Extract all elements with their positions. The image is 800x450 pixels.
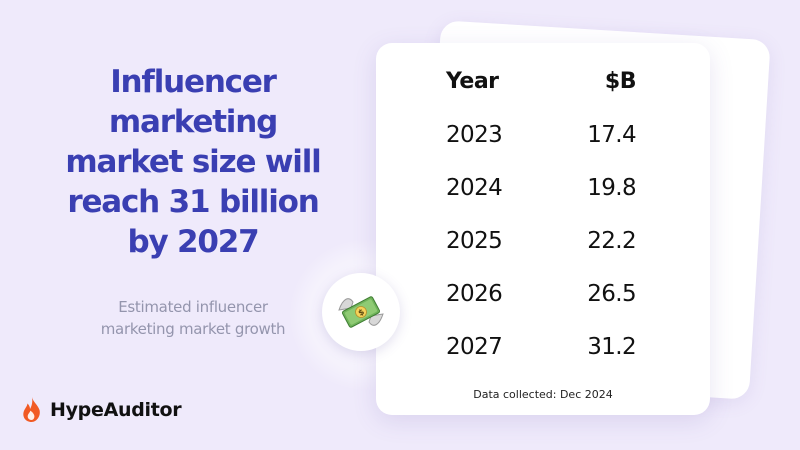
- brand-logo: HypeAuditor: [20, 396, 182, 424]
- row-value: 26.5: [587, 281, 636, 307]
- money-badge: $: [322, 273, 400, 351]
- money-with-wings-icon: $: [338, 296, 384, 328]
- row-year: 2026: [446, 281, 503, 307]
- headline: Influencer marketing market size will re…: [65, 64, 321, 260]
- table-row: 2024 19.8: [376, 175, 710, 205]
- row-year: 2027: [446, 334, 503, 360]
- brand-name: HypeAuditor: [50, 399, 182, 421]
- row-value: 31.2: [587, 334, 636, 360]
- svg-text:$: $: [357, 307, 367, 318]
- table-row: 2026 26.5: [376, 281, 710, 311]
- row-year: 2024: [446, 175, 503, 201]
- table-row: 2023 17.4: [376, 122, 710, 152]
- data-table-card: Year $B 2023 17.4 2024 19.8 2025 22.2 20…: [376, 43, 710, 415]
- column-header-year: Year: [446, 69, 499, 94]
- row-value: 22.2: [587, 228, 636, 254]
- column-header-value: $B: [604, 69, 637, 94]
- table-row: 2025 22.2: [376, 228, 710, 258]
- row-value: 17.4: [587, 122, 636, 148]
- row-year: 2025: [446, 228, 503, 254]
- row-value: 19.8: [587, 175, 636, 201]
- table-row: 2027 31.2: [376, 334, 710, 364]
- subtitle: Estimated influencer marketing market gr…: [100, 298, 286, 338]
- flame-icon: [23, 397, 40, 422]
- data-collected-note: Data collected: Dec 2024: [473, 388, 613, 401]
- row-year: 2023: [446, 122, 503, 148]
